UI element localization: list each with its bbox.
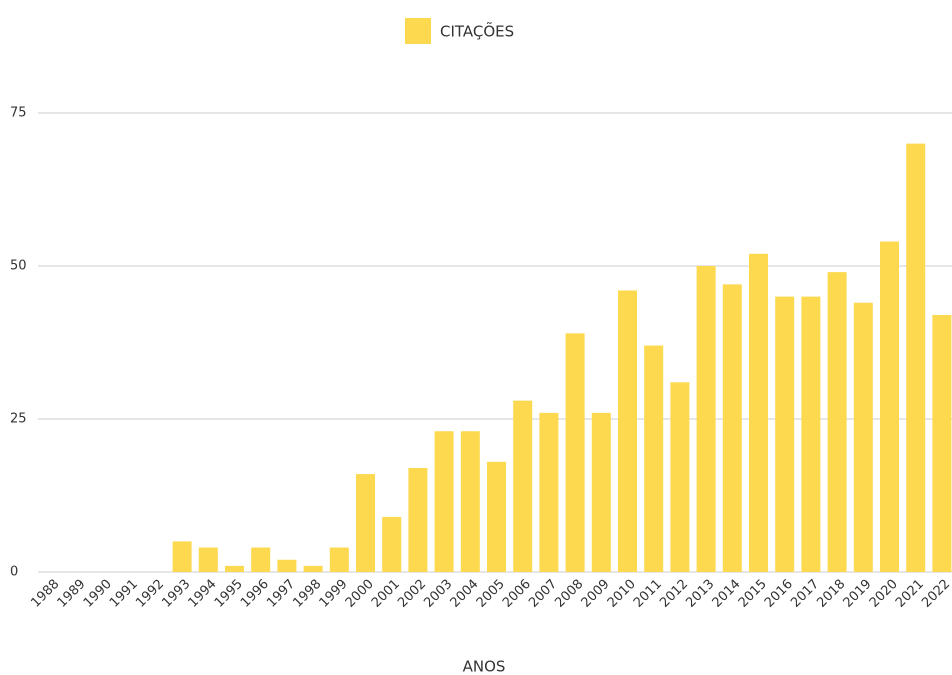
bar — [198, 547, 218, 572]
bar — [853, 302, 873, 572]
bar — [277, 559, 297, 572]
bar — [513, 400, 533, 572]
x-tick-label: 1992 — [133, 577, 167, 611]
x-tick-label: 2018 — [814, 577, 848, 611]
y-tick-label: 0 — [10, 565, 18, 580]
x-tick-label: 2000 — [343, 577, 377, 611]
bar — [172, 541, 192, 572]
bar — [618, 290, 637, 572]
bar — [225, 565, 244, 572]
bar — [539, 412, 559, 572]
bar — [696, 266, 716, 572]
x-tick-label: 2012 — [657, 577, 691, 611]
x-tick-label: 1991 — [107, 577, 141, 611]
x-tick-label: 2017 — [788, 577, 822, 611]
x-tick-label: 2013 — [683, 577, 717, 611]
bar — [801, 296, 821, 572]
x-tick-label: 1990 — [81, 577, 115, 611]
bar — [303, 565, 323, 572]
x-tick-label: 2021 — [893, 577, 927, 611]
x-tick-label: 2009 — [579, 577, 613, 611]
bar — [329, 547, 349, 572]
bar — [460, 431, 480, 572]
x-tick-label: 2010 — [605, 577, 639, 611]
bar — [749, 253, 768, 572]
bar — [722, 284, 742, 572]
x-tick-label: 2014 — [710, 577, 744, 611]
x-tick-label: 2007 — [526, 577, 560, 611]
x-tick-label: 2003 — [421, 577, 455, 611]
x-tick-label: 2015 — [736, 577, 770, 611]
plot — [38, 112, 952, 573]
x-tick-label: 1996 — [238, 577, 272, 611]
bar — [644, 345, 664, 572]
bar — [382, 516, 402, 572]
bar — [356, 474, 375, 572]
legend-label: CITAÇÕES — [440, 22, 514, 41]
bar — [932, 314, 952, 572]
x-tick-label: 2008 — [552, 577, 586, 611]
x-axis-label: ANOS — [463, 658, 506, 675]
y-tick-label: 75 — [10, 106, 27, 121]
x-tick-label: 2016 — [762, 577, 796, 611]
x-tick-label: 2001 — [369, 577, 403, 611]
bar — [565, 333, 585, 572]
x-tick-label: 2004 — [448, 577, 482, 611]
bar — [880, 241, 899, 572]
x-tick-label: 1994 — [186, 577, 220, 611]
x-tick-label: 2019 — [841, 577, 875, 611]
x-tick-label: 1995 — [212, 577, 246, 611]
x-tick-label: 1997 — [264, 577, 298, 611]
x-tick-label: 2020 — [867, 577, 901, 611]
y-tick-label: 25 — [10, 412, 27, 427]
bar — [775, 296, 795, 572]
bar — [487, 461, 506, 572]
bar — [591, 412, 611, 572]
x-tick-label: 2005 — [474, 577, 508, 611]
bar — [408, 467, 428, 572]
bar — [827, 272, 847, 572]
y-tick-label: 50 — [10, 259, 27, 274]
x-tick-label: 1989 — [55, 577, 89, 611]
x-tick-label: 1988 — [28, 577, 62, 611]
legend-swatch — [405, 18, 431, 44]
bar — [670, 382, 690, 572]
x-tick-label: 2011 — [631, 577, 665, 611]
x-tick-label: 2002 — [395, 577, 429, 611]
x-tick-label: 2022 — [919, 577, 952, 611]
x-tick-label: 1993 — [159, 577, 193, 611]
x-tick-label: 1999 — [317, 577, 351, 611]
x-tick-label: 2006 — [500, 577, 534, 611]
bar — [251, 547, 271, 572]
bar — [906, 143, 926, 572]
x-tick-label: 1998 — [290, 577, 324, 611]
bar — [434, 431, 454, 572]
